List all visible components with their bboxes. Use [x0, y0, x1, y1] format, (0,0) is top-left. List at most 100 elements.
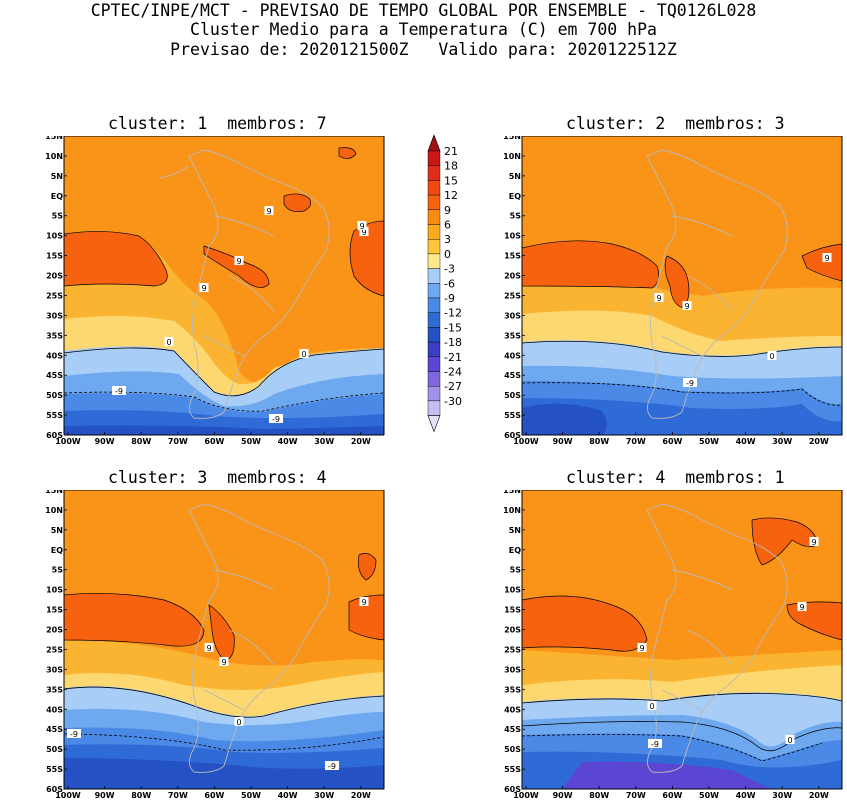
svg-text:0: 0 — [787, 736, 792, 745]
lon-tick-label: 30W — [772, 791, 792, 800]
lon-tick-label: 50W — [699, 791, 719, 800]
lat-tick-label: 30S — [504, 311, 521, 320]
lat-tick-label: 15S — [504, 252, 521, 261]
isoline-label: 9 — [219, 657, 229, 667]
lat-tick-label: 10S — [46, 232, 63, 241]
lat-tick-label: 40S — [504, 705, 521, 714]
isoline-label: 9 — [234, 256, 244, 266]
panel-title-3: cluster: 3 membros: 4 — [108, 468, 327, 487]
lat-tick-label: 35S — [46, 331, 63, 340]
svg-text:9: 9 — [656, 294, 661, 303]
lat-tick-label: 5N — [509, 526, 521, 535]
panel-title-4: cluster: 4 membros: 1 — [566, 468, 785, 487]
svg-text:-9: -9 — [115, 387, 123, 396]
colorbar-swatch — [427, 297, 441, 313]
colorbar-swatch — [427, 165, 441, 181]
colorbar-tick-label: -18 — [444, 336, 462, 349]
lon-tick-label: 70W — [626, 791, 646, 800]
colorbar-swatch — [427, 327, 441, 343]
isoline-minus9 — [63, 391, 385, 412]
lat-tick-label: 5N — [51, 172, 63, 181]
lat-tick-label: 40S — [46, 705, 63, 714]
lon-tick-label: 70W — [626, 437, 646, 444]
colorbar-tick-label: 18 — [444, 160, 458, 173]
isoline-label: -9 — [648, 739, 662, 749]
svg-text:9: 9 — [361, 228, 366, 237]
lon-tick-label: 30W — [772, 437, 792, 444]
isoline-label: 9 — [822, 253, 832, 263]
lat-tick-label: 55S — [46, 411, 63, 420]
svg-text:9: 9 — [359, 222, 364, 231]
lon-tick-label: 80W — [131, 791, 151, 800]
lon-tick-label: 100W — [55, 437, 81, 444]
lat-tick-label: 10N — [45, 506, 63, 515]
lat-tick-label: 10N — [45, 152, 63, 161]
lon-tick-label: 80W — [589, 791, 609, 800]
lon-tick-label: 50W — [241, 791, 261, 800]
isoline-label: -9 — [269, 414, 283, 424]
colorbar-tick-label: 15 — [444, 174, 458, 187]
svg-text:-9: -9 — [70, 730, 78, 739]
map-panel-4: 15N 10N 5N EQ 5S 10S 15S 20S 25S 30S 35S 40S 45S 50S 5… — [492, 490, 844, 800]
lat-tick-label: 10S — [46, 586, 63, 595]
panel-title-2: cluster: 2 membros: 3 — [566, 114, 785, 133]
colorbar-swatch — [427, 283, 441, 299]
lat-tick-label: 15N — [503, 490, 521, 495]
isoline-label: 0 — [785, 735, 795, 745]
lat-tick-label: 35S — [504, 685, 521, 694]
lon-tick-label: 20W — [351, 437, 371, 444]
lat-tick-label: 10N — [503, 506, 521, 515]
isoline-label: 9 — [682, 301, 692, 311]
svg-text:-9: -9 — [651, 740, 659, 749]
isoline-label: 9 — [809, 537, 819, 547]
colorbar-swatch — [427, 224, 441, 240]
colorbar-tick-label: -6 — [444, 277, 455, 290]
lon-tick-label: 40W — [736, 791, 756, 800]
lon-tick-label: 60W — [204, 437, 224, 444]
lon-tick-label: 60W — [662, 437, 682, 444]
svg-text:0: 0 — [301, 350, 306, 359]
lat-tick-label: 25S — [46, 645, 63, 654]
lat-tick-label: 50S — [46, 745, 63, 754]
lat-tick-label: 60S — [46, 431, 63, 440]
lat-tick-label: 55S — [504, 765, 521, 774]
map-panel-1: 15N 10N 5N EQ 5S 10S 15S 20S 25S 30S 35S 40S 45S 50S 5… — [34, 136, 386, 444]
isoline-label: 9 — [359, 227, 369, 237]
lat-tick-label: 50S — [46, 391, 63, 400]
lat-tick-label: 5S — [510, 212, 522, 221]
svg-text:0: 0 — [769, 352, 774, 361]
svg-text:9: 9 — [824, 254, 829, 263]
lat-tick-label: 45S — [46, 371, 63, 380]
lat-tick-label: 15S — [46, 252, 63, 261]
lon-tick-label: 20W — [351, 791, 371, 800]
lon-tick-label: 100W — [513, 791, 539, 800]
lat-tick-label: 35S — [46, 685, 63, 694]
lat-tick-label: 45S — [46, 725, 63, 734]
colorbar-tick-label: 9 — [444, 204, 451, 217]
lat-tick-label: 25S — [46, 291, 63, 300]
coastline — [188, 503, 330, 773]
lat-tick-label: 60S — [504, 785, 521, 794]
colorbar-tick-label: 6 — [444, 219, 451, 232]
lon-tick-label: 60W — [662, 791, 682, 800]
isoline-label: 9 — [637, 643, 647, 653]
isoline-label: 0 — [767, 351, 777, 361]
lon-tick-label: 90W — [553, 437, 573, 444]
lat-tick-label: 50S — [504, 745, 521, 754]
isoline-label: -9 — [325, 761, 339, 771]
lat-tick-label: 10N — [503, 152, 521, 161]
colorbar-tick-label: -3 — [444, 263, 455, 276]
lon-tick-label: 30W — [314, 791, 334, 800]
colorbar-tick-label: -27 — [444, 380, 462, 393]
colorbar-bottom-arrow — [427, 415, 441, 433]
colorbar-swatch — [427, 385, 441, 402]
coastline — [646, 149, 788, 419]
lat-tick-label: 10S — [504, 232, 521, 241]
lat-tick-label: 35S — [504, 331, 521, 340]
lat-tick-label: EQ — [509, 546, 521, 555]
isoline-label: -9 — [683, 378, 697, 388]
lat-tick-label: 55S — [46, 765, 63, 774]
isoline-label: 9 — [654, 293, 664, 303]
colorbar-tick-label: -12 — [444, 307, 462, 320]
colorbar-swatch — [427, 268, 441, 284]
